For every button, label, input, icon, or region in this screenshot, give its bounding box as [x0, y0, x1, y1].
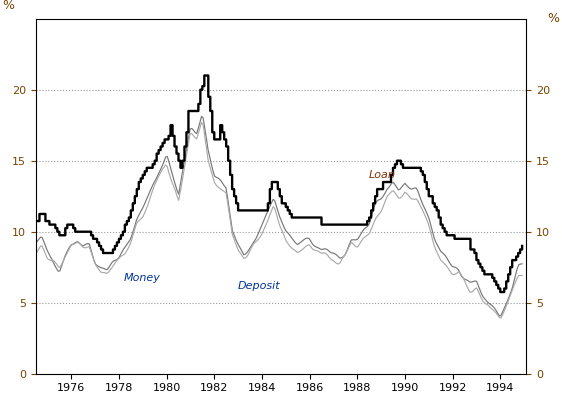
Y-axis label: %: % [2, 0, 15, 12]
Y-axis label: %: % [547, 12, 560, 25]
Text: Deposit: Deposit [238, 280, 281, 290]
Text: Loan: Loan [369, 170, 396, 180]
Text: Money: Money [124, 273, 161, 283]
